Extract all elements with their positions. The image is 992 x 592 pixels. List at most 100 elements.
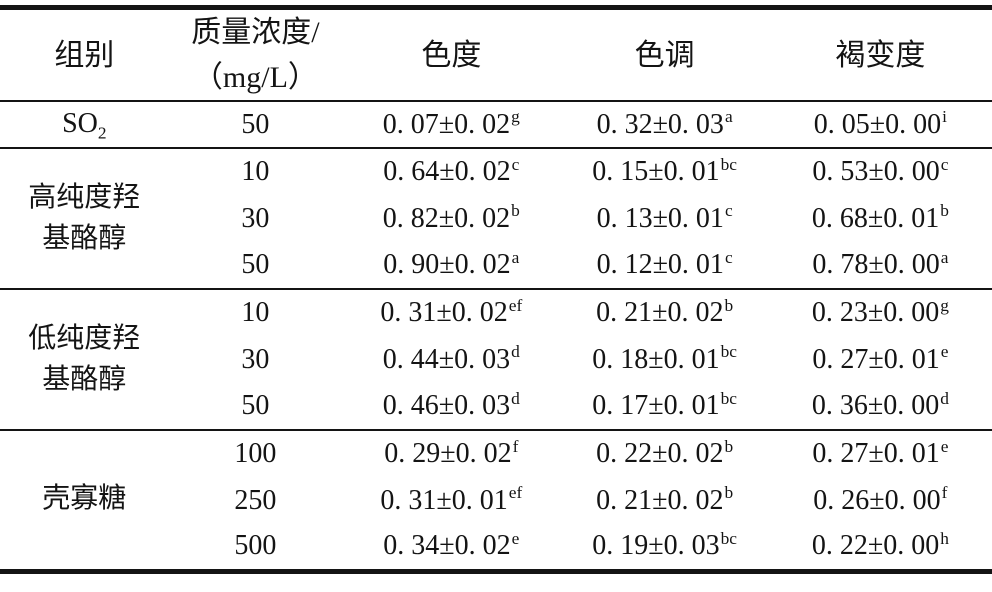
concentration-cell: 50 (168, 101, 343, 149)
group-name: 低纯度羟基酪醇 (28, 322, 141, 395)
concentration-cell: 30 (241, 343, 270, 375)
group-name: 壳寡糖 (42, 483, 127, 515)
hue-value: 0. 13±0. 01 (596, 202, 724, 234)
concentration-cell: 100 (234, 438, 277, 469)
significance-superscript: bc (720, 388, 737, 408)
hue-value: 0. 32±0. 03 (596, 108, 724, 140)
hue-cell: 0. 21±0. 02b (560, 289, 768, 336)
significance-superscript: ef (508, 483, 523, 503)
table-row: 50 0. 46±0. 03d 0. 17±0. 01bc 0. 36±0. 00d (0, 383, 992, 431)
chroma-value: 0. 44±0. 03 (382, 343, 511, 375)
group-name-cell: 壳寡糖 (0, 430, 169, 572)
hue-value: 0. 21±0. 02 (596, 484, 724, 516)
chroma-cell: 0. 34±0. 02e (342, 524, 561, 572)
browning-value: 0. 05±0. 00 (813, 108, 942, 140)
browning-value: 0. 78±0. 00 (812, 249, 940, 280)
hue-cell: 0. 19±0. 03bc (560, 524, 769, 572)
browning-cell: 0. 26±0. 00f (769, 477, 992, 524)
significance-superscript: a (940, 247, 949, 267)
header-browning: 褐变度 (768, 7, 992, 102)
concentration-cell: 250 (234, 484, 277, 516)
header-browning-label: 褐变度 (835, 38, 926, 72)
results-table-container: 组别 质量浓度/ （mg/L） 色度 色调 褐变度 SO2 50 0. 07±0. … (0, 5, 992, 574)
group-name-cell: SO2 (0, 101, 169, 149)
header-hue: 色调 (560, 7, 769, 102)
significance-superscript: c (724, 201, 733, 221)
header-concentration-line1: 质量浓度/ (191, 16, 320, 49)
significance-superscript: a (724, 107, 733, 127)
results-table: 组别 质量浓度/ （mg/L） 色度 色调 褐变度 SO2 50 0. 07±0. … (0, 5, 992, 574)
hue-value: 0. 19±0. 03 (592, 530, 720, 562)
header-group-label: 组别 (54, 38, 115, 72)
browning-cell: 0. 27±0. 01e (769, 430, 992, 477)
table-row: 50 0. 90±0. 02a 0. 12±0. 01c 0. 78±0. 00a (0, 242, 992, 290)
significance-superscript: b (511, 201, 520, 221)
significance-superscript: e (940, 342, 949, 362)
significance-superscript: ef (508, 295, 523, 315)
chroma-value: 0. 64±0. 02 (383, 156, 511, 187)
concentration-cell: 30 (241, 202, 270, 234)
header-chroma-label: 色度 (421, 38, 482, 72)
significance-superscript: bc (720, 528, 737, 548)
significance-superscript: g (511, 107, 520, 127)
browning-value: 0. 53±0. 00 (812, 156, 940, 187)
table-row: 30 0. 82±0. 02b 0. 13±0. 01c 0. 68±0. 01b (0, 195, 992, 242)
significance-superscript: c (724, 247, 733, 267)
group-name: SO2 (62, 108, 107, 143)
chroma-cell: 0. 31±0. 02ef (342, 289, 560, 336)
chroma-value: 0. 82±0. 02 (382, 202, 511, 234)
hue-cell: 0. 17±0. 01bc (560, 383, 769, 431)
hue-cell: 0. 32±0. 03a (560, 101, 769, 149)
hue-cell: 0. 18±0. 01bc (560, 336, 768, 383)
browning-cell: 0. 05±0. 00i (768, 101, 992, 149)
browning-cell: 0. 36±0. 00d (768, 383, 992, 431)
table-row: 30 0. 44±0. 03d 0. 18±0. 01bc 0. 27±0. 01e (0, 336, 992, 383)
hue-value: 0. 22±0. 02 (596, 438, 724, 469)
significance-superscript: c (940, 154, 949, 174)
hue-value: 0. 21±0. 02 (596, 297, 724, 328)
significance-superscript: b (724, 483, 734, 503)
browning-cell: 0. 68±0. 01b (769, 195, 992, 242)
header-concentration: 质量浓度/ （mg/L） (168, 7, 343, 102)
chroma-value: 0. 90±0. 02 (383, 249, 511, 280)
table-row: 壳寡糖 100 0. 29±0. 02f 0. 22±0. 02b 0. 27±0. 0… (0, 430, 992, 572)
chroma-value: 0. 07±0. 02 (382, 108, 511, 140)
header-group: 组别 (0, 7, 169, 102)
browning-value: 0. 27±0. 01 (812, 438, 940, 469)
concentration-cell: 10 (241, 297, 270, 328)
chroma-value: 0. 46±0. 03 (382, 390, 511, 421)
significance-superscript: a (511, 247, 520, 267)
header-row: 组别 质量浓度/ （mg/L） 色度 色调 褐变度 (0, 7, 992, 102)
significance-superscript: e (940, 436, 949, 456)
header-concentration-line2: （mg/L） (192, 61, 318, 94)
table-row: 低纯度羟基酪醇 10 0. 31±0. 02ef 0. 21±0. 02b 0. 23±… (0, 289, 992, 431)
browning-value: 0. 22±0. 00 (811, 530, 940, 562)
table-header: 组别 质量浓度/ （mg/L） 色度 色调 褐变度 (0, 7, 992, 102)
chroma-cell: 0. 90±0. 02a (342, 242, 561, 290)
significance-superscript: i (942, 107, 947, 127)
group-name: 高纯度羟基酪醇 (28, 181, 141, 254)
browning-value: 0. 36±0. 00 (811, 390, 940, 421)
group-name-subscript: 2 (97, 123, 107, 143)
significance-superscript: b (940, 201, 949, 221)
browning-value: 0. 23±0. 00 (811, 297, 940, 328)
hue-value: 0. 15±0. 01 (592, 156, 720, 187)
chroma-cell: 0. 64±0. 02c (342, 148, 560, 195)
chroma-cell: 0. 07±0. 02g (342, 101, 561, 149)
significance-superscript: d (511, 388, 520, 408)
significance-superscript: d (940, 388, 949, 408)
table-body: SO2 50 0. 07±0. 02g 0. 32±0. 03a 0. 05±0. 00… (0, 101, 992, 572)
hue-cell: 0. 21±0. 02b (560, 477, 768, 524)
significance-superscript: b (724, 436, 734, 456)
chroma-value: 0. 31±0. 01 (380, 484, 508, 516)
hue-cell: 0. 13±0. 01c (560, 195, 768, 242)
chroma-cell: 0. 82±0. 02b (342, 195, 560, 242)
chroma-cell: 0. 46±0. 03d (342, 383, 561, 431)
concentration-cell: 50 (168, 383, 343, 431)
chroma-value: 0. 29±0. 02 (384, 438, 512, 469)
table-row: SO2 50 0. 07±0. 02g 0. 32±0. 03a 0. 05±0. 00… (0, 101, 992, 149)
chroma-value: 0. 34±0. 02 (383, 530, 511, 562)
hue-value: 0. 17±0. 01 (592, 390, 720, 421)
browning-cell: 0. 27±0. 01e (769, 336, 992, 383)
browning-cell: 0. 23±0. 00g (769, 289, 992, 336)
